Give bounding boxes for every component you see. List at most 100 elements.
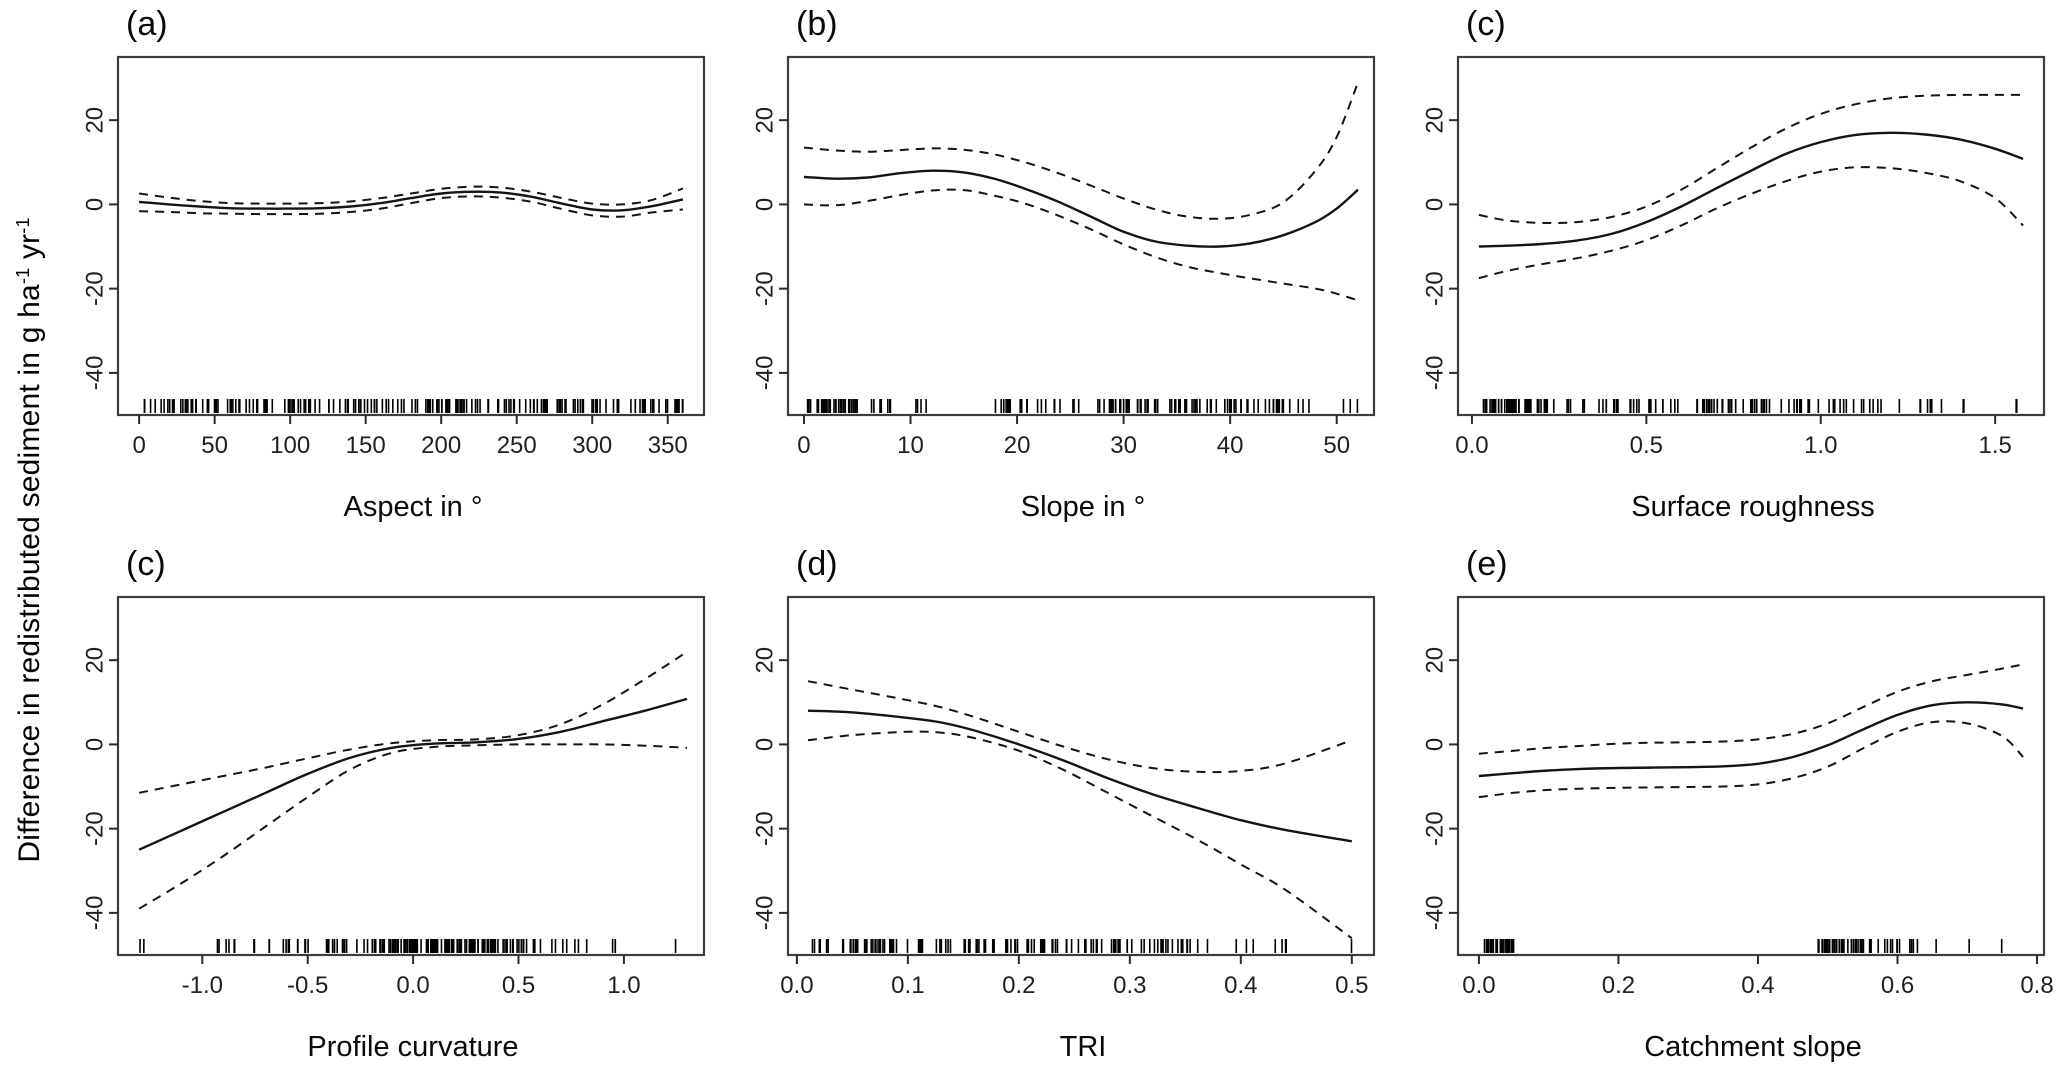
fit-line (1478, 131, 2024, 248)
x-tick-label: 30 (1110, 432, 1137, 459)
plot-catchment-slope: 20 0 -20 -40 0.0 0.2 0.4 0.6 0.8 (1421, 595, 2054, 999)
x-tick-label: 250 (497, 432, 537, 459)
lower-ci-line (807, 730, 1353, 940)
plot-box (786, 55, 1376, 417)
fit-line (138, 697, 688, 851)
plot-aspect: 200-20-400 50 100 150 200 250 300 350 (81, 55, 706, 459)
y-axis-label-text2: yr (13, 233, 46, 268)
upper-ci-line (1478, 663, 2024, 755)
upper-ci-line (138, 650, 688, 794)
y-axis-label-text: Difference in redistributed sediment in … (13, 284, 46, 863)
y-tick-label: -20 (751, 811, 778, 846)
x-tick-label: 50 (1323, 432, 1350, 459)
x-tick-label: 20 (1004, 432, 1031, 459)
x-tick-label: 0.6 (1881, 972, 1914, 999)
y-tick-label: 20 (1421, 107, 1448, 134)
y-tick-label: -40 (81, 356, 108, 391)
lower-ci-line (1478, 720, 2024, 799)
panel-label: (a) (126, 5, 168, 43)
x-tick-label: 350 (648, 432, 688, 459)
y-tick-label: 20 (751, 647, 778, 674)
panel-label: (c) (1466, 5, 1506, 43)
y-tick-label: 0 (751, 198, 778, 211)
y-tick-label: 20 (81, 647, 108, 674)
y-tick-label: -40 (81, 896, 108, 931)
y-tick-label: 0 (81, 738, 108, 751)
y-tick-label: -40 (1421, 356, 1448, 391)
y-tick-label: 0 (751, 738, 778, 751)
x-tick-label: 0.0 (780, 972, 813, 999)
y-tick-label: 20 (1421, 647, 1448, 674)
fit-line (803, 169, 1359, 248)
x-tick-label: 0.2 (1002, 972, 1035, 999)
y-tick-label: -20 (81, 271, 108, 306)
x-tick-label: 0.3 (1113, 972, 1146, 999)
x-axis-title: TRI (1059, 1031, 1107, 1063)
y-axis-label-sup1: -1 (13, 267, 34, 285)
plot-surface-roughness: 20 0 -20 -40 0.0 0.5 1.0 1.5 (1421, 55, 2046, 459)
upper-ci-line (807, 680, 1353, 774)
plot-box (116, 55, 706, 417)
panel-catchment-slope: (e) 20 0 -20 -40 0.0 0.2 0.4 0.6 0.8 Catchment s… (1396, 540, 2066, 1080)
lower-ci-line (139, 195, 683, 218)
x-tick-label: 300 (572, 432, 612, 459)
panel-grid: (a) 20 0 -20 -40 0 50 100 150 200 250 300 350 Aspec… (56, 0, 2066, 1080)
panel-label: (d) (796, 545, 838, 583)
y-tick-label: -20 (751, 271, 778, 306)
x-axis-title: Profile curvature (307, 1031, 519, 1063)
y-axis-label: Difference in redistributed sediment in … (13, 217, 47, 862)
fit-line (1478, 701, 2024, 778)
x-tick-label: -1.0 (182, 972, 223, 999)
y-tick-label: 20 (751, 107, 778, 134)
x-axis-title: Aspect in ° (343, 491, 483, 523)
plot-box (1456, 55, 2046, 417)
panel-surface-roughness: (c) 20 0 -20 -40 0.0 0.5 1.0 1.5 Surface roughn… (1396, 0, 2066, 540)
y-tick-label: 0 (81, 198, 108, 211)
x-tick-label: 1.0 (607, 972, 640, 999)
x-axis-title: Catchment slope (1644, 1031, 1862, 1063)
lower-ci-line (138, 743, 688, 910)
plot-tri: 20 0 -20 -40 0.0 0.1 0.2 0.3 0.4 0.5 (751, 595, 1376, 999)
panel-profile-curvature: (c) 20 0 -20 -40 -1.0 -0.5 0.0 0.5 1.0 Profile c… (56, 540, 726, 1080)
x-tick-label: 100 (270, 432, 310, 459)
y-tick-label: 0 (1421, 738, 1448, 751)
y-tick-label: 0 (1421, 198, 1448, 211)
panel-label: (e) (1466, 545, 1508, 583)
y-tick-label: -40 (1421, 896, 1448, 931)
x-tick-label: 0.0 (396, 972, 429, 999)
panel-aspect: (a) 20 0 -20 -40 0 50 100 150 200 250 300 350 Aspec… (56, 0, 726, 540)
x-tick-label: 1.0 (1804, 432, 1837, 459)
upper-ci-line (138, 185, 684, 206)
y-tick-label: -20 (1421, 811, 1448, 846)
lower-ci-line (803, 188, 1359, 302)
x-tick-label: 0.4 (1224, 972, 1257, 999)
x-tick-label: 50 (201, 432, 228, 459)
upper-ci-line (1478, 93, 2024, 225)
x-tick-label: 200 (421, 432, 461, 459)
panel-tri: (d) 20 0 -20 -40 0.0 0.1 0.2 0.3 0.4 0.5 TRI (726, 540, 1396, 1080)
x-axis-title: Surface roughness (1631, 491, 1875, 523)
plot-profile-curvature: 20 0 -20 -40 -1.0 -0.5 0.0 0.5 1.0 (81, 595, 706, 999)
plot-box (1456, 595, 2046, 957)
panel-label: (b) (796, 5, 838, 43)
x-tick-label: 150 (346, 432, 386, 459)
y-tick-label: -40 (751, 356, 778, 391)
plot-slope: 20 0 -20 -40 0 10 20 30 40 50 (751, 55, 1376, 459)
fit-line (807, 709, 1353, 843)
upper-ci-line (803, 81, 1359, 220)
x-tick-label: 0.5 (502, 972, 535, 999)
x-tick-label: 40 (1217, 432, 1244, 459)
panel-slope: (b) 20 0 -20 -40 0 10 20 30 40 50 Slope in ° (726, 0, 1396, 540)
x-tick-label: 0.4 (1741, 972, 1774, 999)
x-tick-label: -0.5 (287, 972, 328, 999)
x-tick-label: 0.0 (1462, 972, 1495, 999)
x-tick-label: 0.2 (1602, 972, 1635, 999)
x-tick-label: 0.1 (891, 972, 924, 999)
y-tick-label: 20 (81, 107, 108, 134)
x-tick-label: 1.5 (1978, 432, 2011, 459)
plot-box (786, 595, 1376, 957)
panel-label: (c) (126, 545, 166, 583)
x-tick-label: 0.5 (1630, 432, 1663, 459)
x-tick-label: 0.8 (2020, 972, 2053, 999)
